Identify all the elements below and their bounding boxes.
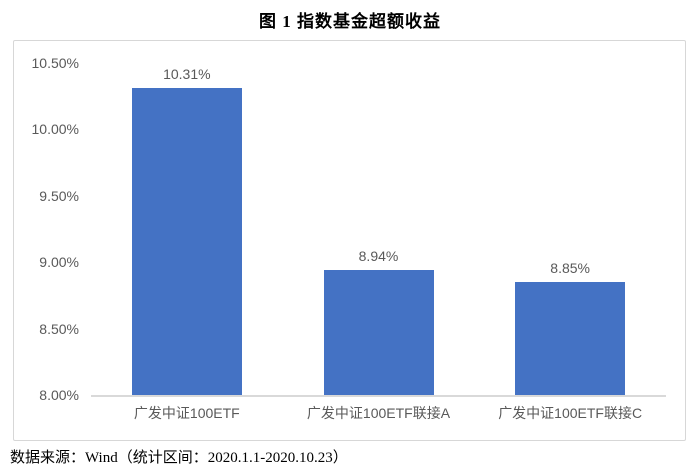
y-tick-label: 10.00% [31,121,79,138]
category-label: 广发中证100ETF联接A [306,405,451,421]
bar-1 [131,88,242,395]
y-tick-label: 8.00% [39,387,79,403]
chart-title: 图 1 指数基金超额收益 [259,12,441,31]
bar-value-label: 8.94% [358,248,399,265]
category-label: 广发中证100ETF [133,405,240,421]
y-tick-label: 9.50% [39,187,79,204]
category-label: 广发中证100ETF联接C [498,405,643,421]
x-axis-line [91,395,666,397]
bar-2 [323,270,434,395]
y-tick-label: 8.50% [39,320,79,337]
y-tick-label: 9.00% [39,254,79,271]
chart-frame: 8.00% 8.50% 9.00% 9.50% 10.00% 10.50% 10.31% 8… [13,40,686,441]
y-tick-label: 10.50% [31,55,79,71]
bar-3 [515,282,626,395]
bar-value-label: 10.31% [163,66,211,83]
bar-value-label: 8.85% [550,260,590,277]
source-note: 数据来源：Wind（统计区间：2020.1.1-2020.10.23） [10,450,348,466]
